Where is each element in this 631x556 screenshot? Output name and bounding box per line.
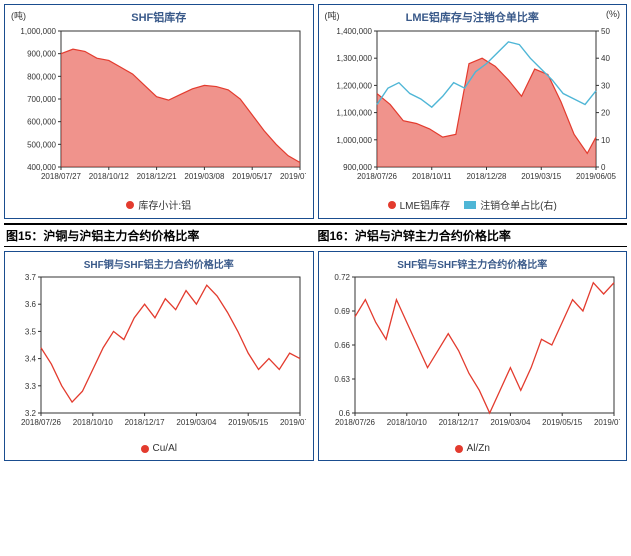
chart-legend: Al/Zn	[325, 443, 621, 454]
svg-text:0.63: 0.63	[334, 375, 350, 384]
svg-text:3.4: 3.4	[25, 355, 37, 364]
legend-label: Al/Zn	[467, 443, 490, 454]
chart-cu-al-ratio: SHF铜与SHF铝主力合约价格比率 3.2 3.3 3.4 3.5 3.6 3.7 2018…	[4, 251, 314, 461]
svg-text:1,100,000: 1,100,000	[336, 109, 372, 118]
svg-text:2019/03/08: 2019/03/08	[184, 172, 225, 181]
svg-text:3.3: 3.3	[25, 382, 37, 391]
svg-text:1,200,000: 1,200,000	[336, 81, 372, 90]
svg-text:0: 0	[601, 163, 606, 172]
svg-text:2018/10/10: 2018/10/10	[73, 418, 114, 427]
svg-text:500,000: 500,000	[27, 140, 56, 149]
svg-text:10: 10	[601, 136, 610, 145]
svg-text:1,000,000: 1,000,000	[20, 27, 56, 36]
chart-lme-inventory: (吨) (%) LME铝库存与注销仓单比率 900,000 1,000,000 1,…	[318, 4, 628, 219]
svg-text:400,000: 400,000	[27, 163, 56, 172]
svg-text:2019/05/15: 2019/05/15	[542, 418, 583, 427]
chart-title: SHF铝与SHF锌主力合约价格比率	[325, 256, 621, 271]
svg-text:2018/12/17: 2018/12/17	[438, 418, 479, 427]
svg-text:0.72: 0.72	[334, 273, 350, 282]
svg-text:2018/12/28: 2018/12/28	[466, 172, 507, 181]
svg-text:2019/03/15: 2019/03/15	[521, 172, 562, 181]
chart-canvas: 400,000 500,000 600,000 700,000 800,000 900,0…	[11, 25, 306, 195]
svg-text:2018/07/26: 2018/07/26	[334, 418, 375, 427]
svg-text:2019/03/04: 2019/03/04	[490, 418, 531, 427]
legend-label: LME铝库存	[400, 197, 451, 212]
legend-label: 库存小计:铝	[138, 197, 191, 212]
caption-right: 图16：沪铝与沪锌主力合约价格比率	[316, 225, 628, 246]
chart-grid: (吨) SHF铝库存 400,000 500,000 600,000 700,000 8…	[4, 4, 627, 461]
svg-text:2019/07/23: 2019/07/23	[280, 418, 306, 427]
svg-text:2018/12/17: 2018/12/17	[125, 418, 166, 427]
y-unit-right: (%)	[606, 9, 620, 19]
svg-text:2018/10/10: 2018/10/10	[386, 418, 427, 427]
svg-text:900,000: 900,000	[27, 50, 56, 59]
chart-legend: Cu/Al	[11, 443, 307, 454]
legend-label: Cu/Al	[153, 443, 177, 454]
chart-shf-inventory: (吨) SHF铝库存 400,000 500,000 600,000 700,000 8…	[4, 4, 314, 219]
chart-canvas: 0.6 0.63 0.66 0.69 0.72 2018/07/26 2018/10/10 2…	[325, 271, 620, 441]
caption-row: 图15：沪铜与沪铝主力合约价格比率 图16：沪铝与沪锌主力合约价格比率	[4, 223, 627, 247]
svg-text:2019/07/23: 2019/07/23	[593, 418, 619, 427]
svg-text:2019/05/17: 2019/05/17	[232, 172, 273, 181]
chart-legend: LME铝库存 注销仓单占比(右)	[325, 197, 621, 212]
chart-canvas: 3.2 3.3 3.4 3.5 3.6 3.7 2018/07/26 2018/10/10 20…	[11, 271, 306, 441]
caption-left: 图15：沪铜与沪铝主力合约价格比率	[4, 225, 316, 246]
svg-text:40: 40	[601, 54, 610, 63]
svg-text:1,400,000: 1,400,000	[336, 27, 372, 36]
svg-text:2018/07/26: 2018/07/26	[21, 418, 62, 427]
svg-text:2019/03/04: 2019/03/04	[176, 418, 217, 427]
svg-text:3.7: 3.7	[25, 273, 37, 282]
svg-text:3.6: 3.6	[25, 300, 37, 309]
y-unit-left: (吨)	[325, 9, 340, 22]
chart-title: LME铝库存与注销仓单比率	[325, 9, 621, 25]
svg-text:2019/05/15: 2019/05/15	[228, 418, 269, 427]
svg-text:3.5: 3.5	[25, 327, 37, 336]
svg-text:600,000: 600,000	[27, 118, 56, 127]
svg-text:2019/06/05: 2019/06/05	[575, 172, 616, 181]
svg-text:2018/10/12: 2018/10/12	[89, 172, 130, 181]
svg-text:2019/07/26: 2019/07/26	[280, 172, 306, 181]
svg-text:20: 20	[601, 109, 610, 118]
svg-text:2018/07/27: 2018/07/27	[41, 172, 82, 181]
svg-text:1,000,000: 1,000,000	[336, 136, 372, 145]
chart-legend: 库存小计:铝	[11, 197, 307, 212]
svg-text:1,300,000: 1,300,000	[336, 54, 372, 63]
svg-text:900,000: 900,000	[343, 163, 372, 172]
svg-text:0.66: 0.66	[334, 341, 350, 350]
chart-title: SHF铜与SHF铝主力合约价格比率	[11, 256, 307, 271]
svg-text:2018/07/26: 2018/07/26	[356, 172, 397, 181]
chart-canvas: 900,000 1,000,000 1,100,000 1,200,000 1,300,…	[325, 25, 620, 195]
svg-text:30: 30	[601, 81, 610, 90]
svg-text:0.6: 0.6	[338, 409, 350, 418]
svg-text:2018/12/21: 2018/12/21	[137, 172, 178, 181]
svg-text:0.69: 0.69	[334, 307, 350, 316]
svg-text:50: 50	[601, 27, 610, 36]
svg-text:800,000: 800,000	[27, 72, 56, 81]
svg-text:700,000: 700,000	[27, 95, 56, 104]
y-unit: (吨)	[11, 9, 26, 22]
legend-label: 注销仓单占比(右)	[480, 197, 557, 212]
chart-title: SHF铝库存	[11, 9, 307, 25]
chart-al-zn-ratio: SHF铝与SHF锌主力合约价格比率 0.6 0.63 0.66 0.69 0.72 201…	[318, 251, 628, 461]
svg-text:3.2: 3.2	[25, 409, 37, 418]
svg-text:2018/10/11: 2018/10/11	[412, 172, 452, 181]
